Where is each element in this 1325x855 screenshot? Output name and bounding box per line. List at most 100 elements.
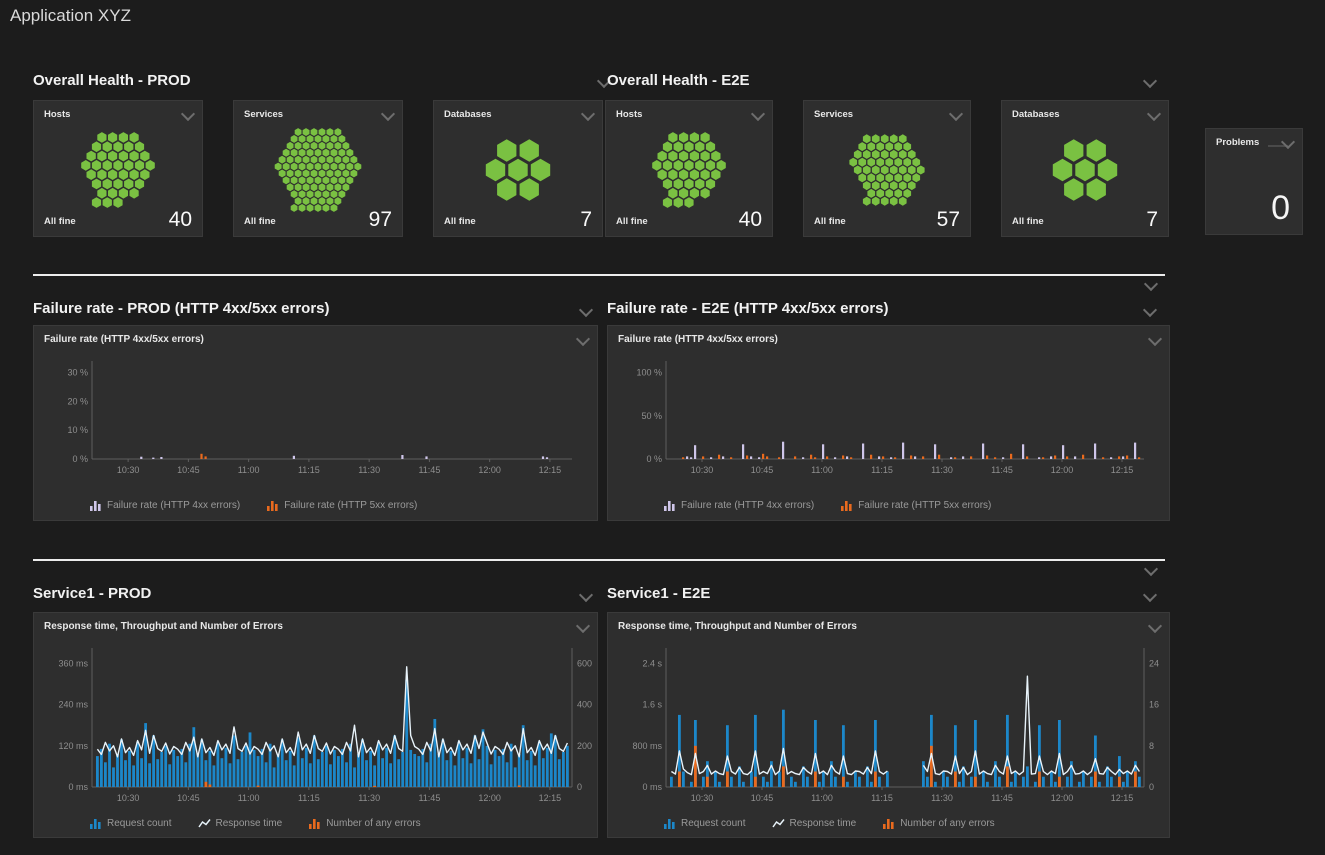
hexagon[interactable] — [130, 188, 139, 199]
hexagon[interactable] — [899, 197, 907, 206]
hexagon[interactable] — [876, 173, 884, 182]
hexagon[interactable] — [531, 159, 550, 181]
hexagon[interactable] — [663, 160, 672, 171]
hexagon[interactable] — [113, 197, 122, 208]
hexagon[interactable] — [299, 190, 306, 198]
hexagon[interactable] — [890, 150, 898, 159]
hexagon[interactable] — [108, 132, 117, 143]
honeycomb-chart[interactable] — [48, 127, 188, 213]
hexagon[interactable] — [867, 158, 875, 167]
legend-item[interactable]: Response time — [772, 818, 857, 829]
hexagon[interactable] — [668, 151, 677, 162]
hexagon[interactable] — [854, 166, 862, 175]
hexagon[interactable] — [299, 149, 306, 157]
hexagon[interactable] — [663, 179, 672, 190]
hexagon[interactable] — [315, 149, 322, 157]
hexagon[interactable] — [146, 160, 155, 171]
chevron-down-icon[interactable] — [581, 107, 595, 121]
hexagon[interactable] — [307, 176, 314, 184]
hexagon[interactable] — [894, 173, 902, 182]
hexagon[interactable] — [899, 150, 907, 159]
service-e2e-chart[interactable]: 0 ms800 ms1.6 s2.4 s08162410:3010:4511:0… — [608, 639, 1169, 817]
hexagon[interactable] — [343, 156, 350, 164]
hexagon[interactable] — [135, 160, 144, 171]
hexagon[interactable] — [287, 183, 294, 191]
hexagon[interactable] — [1098, 159, 1117, 181]
health-tile-databases-e2e[interactable]: Databases All fine 7 — [1001, 100, 1169, 237]
hexagon[interactable] — [315, 176, 322, 184]
hexagon[interactable] — [346, 149, 353, 157]
hexagon[interactable] — [674, 160, 683, 171]
hexagon[interactable] — [652, 160, 661, 171]
chevron-down-icon[interactable] — [1143, 303, 1157, 317]
hexagon[interactable] — [903, 189, 911, 198]
hexagon[interactable] — [113, 179, 122, 190]
hexagon[interactable] — [711, 151, 720, 162]
hexagon[interactable] — [1075, 159, 1094, 181]
hexagon[interactable] — [899, 181, 907, 190]
hexagon[interactable] — [303, 142, 310, 150]
hexagon[interactable] — [908, 150, 916, 159]
hexagon[interactable] — [87, 169, 96, 180]
hexagon[interactable] — [295, 170, 302, 178]
chevron-down-icon[interactable] — [579, 588, 593, 602]
chevron-down-icon[interactable] — [1144, 277, 1158, 291]
hexagon[interactable] — [291, 149, 298, 157]
hexagon[interactable] — [890, 197, 898, 206]
health-tile-services-e2e[interactable]: Services All fine 57 — [803, 100, 971, 237]
hexagon[interactable] — [894, 142, 902, 151]
service-e2e-tile[interactable]: Response time, Throughput and Number of … — [607, 612, 1170, 838]
hexagon[interactable] — [343, 142, 350, 150]
hexagon[interactable] — [323, 190, 330, 198]
hexagon[interactable] — [711, 169, 720, 180]
hexagon[interactable] — [315, 190, 322, 198]
hexagon[interactable] — [140, 151, 149, 162]
hexagon[interactable] — [103, 197, 112, 208]
hexagon[interactable] — [1064, 139, 1083, 161]
hexagon[interactable] — [335, 142, 342, 150]
hexagon[interactable] — [92, 197, 101, 208]
hexagon[interactable] — [872, 197, 880, 206]
hexagon[interactable] — [307, 190, 314, 198]
hexagon[interactable] — [311, 170, 318, 178]
failure-prod-chart[interactable]: 0 %10 %20 %30 %10:3010:4511:0011:1511:30… — [34, 354, 597, 486]
hexagon[interactable] — [881, 150, 889, 159]
hexagon[interactable] — [319, 142, 326, 150]
hexagon[interactable] — [130, 132, 139, 143]
hexagon[interactable] — [279, 170, 286, 178]
hexagon[interactable] — [346, 163, 353, 171]
chevron-down-icon[interactable] — [949, 107, 963, 121]
hexagon[interactable] — [343, 170, 350, 178]
hexagon[interactable] — [331, 204, 338, 212]
hexagon[interactable] — [315, 163, 322, 171]
hexagon[interactable] — [303, 170, 310, 178]
chevron-down-icon[interactable] — [381, 107, 395, 121]
hexagon[interactable] — [291, 163, 298, 171]
hexagon[interactable] — [684, 179, 693, 190]
hexagon[interactable] — [849, 158, 857, 167]
hexagon[interactable] — [307, 163, 314, 171]
hexagon[interactable] — [858, 142, 866, 151]
hexagon[interactable] — [881, 197, 889, 206]
hexagon[interactable] — [854, 150, 862, 159]
hexagon[interactable] — [295, 156, 302, 164]
hexagon[interactable] — [706, 141, 715, 152]
legend-item[interactable]: Failure rate (HTTP 5xx errors) — [266, 500, 417, 511]
hexagon[interactable] — [339, 190, 346, 198]
hexagon[interactable] — [881, 166, 889, 175]
hexagon[interactable] — [867, 189, 875, 198]
hexagon[interactable] — [97, 188, 106, 199]
hexagon[interactable] — [311, 197, 318, 205]
hexagon[interactable] — [690, 169, 699, 180]
hexagon[interactable] — [108, 169, 117, 180]
hexagon[interactable] — [130, 169, 139, 180]
legend-item[interactable]: Request count — [89, 818, 172, 829]
hexagon[interactable] — [119, 188, 128, 199]
hexagon[interactable] — [863, 197, 871, 206]
hexagon[interactable] — [92, 160, 101, 171]
hexagon[interactable] — [303, 156, 310, 164]
hexagon[interactable] — [287, 170, 294, 178]
hexagon[interactable] — [885, 173, 893, 182]
hexagon[interactable] — [343, 183, 350, 191]
hexagon[interactable] — [319, 170, 326, 178]
